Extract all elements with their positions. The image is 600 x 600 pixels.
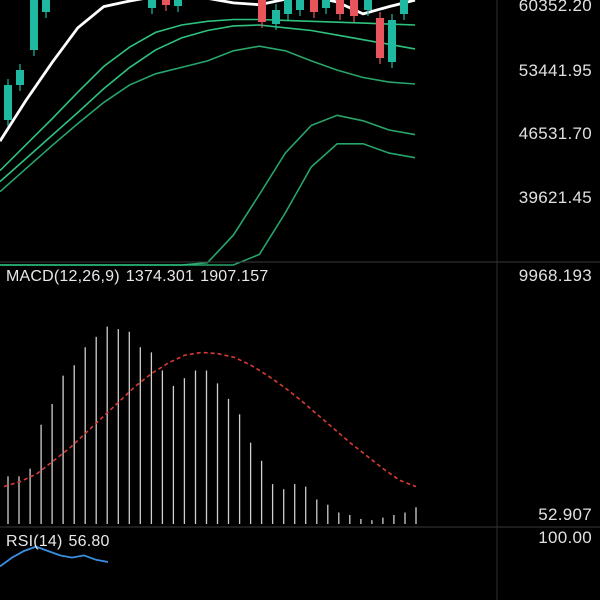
macd-signal-value: 1907.157 [200, 268, 269, 285]
price-band-line [0, 45, 416, 193]
candle-down [310, 0, 318, 12]
candle-up [4, 85, 12, 120]
candle-down [336, 0, 344, 14]
macd-signal-line [3, 351, 417, 488]
candle-up [364, 0, 372, 10]
macd-indicator-name: MACD(12,26,9) [6, 268, 120, 285]
price-ma-line [0, 0, 416, 142]
rsi-value: 56.80 [68, 533, 110, 550]
price-band-line [0, 18, 416, 172]
candle-up [272, 10, 280, 24]
candle-up [16, 70, 24, 85]
rsi-line [0, 545, 109, 568]
candle-up [30, 0, 38, 50]
candle-up [148, 0, 156, 8]
price-axis-label: 46531.70 [518, 124, 592, 143]
candle-down [350, 0, 358, 16]
macd-value: 1374.301 [125, 268, 195, 285]
price-candles [4, 0, 408, 126]
macd-axis-top: 9968.193 [518, 266, 592, 285]
candle-up [42, 0, 50, 12]
macd-histogram [7, 326, 417, 524]
macd-axis-bottom: 52.907 [538, 505, 592, 524]
candle-up [388, 20, 396, 62]
macd-panel-title: MACD(12,26,9) 1374.301 1907.157 [6, 268, 274, 286]
candle-up [296, 0, 304, 10]
price-moving-average-bands [0, 0, 416, 266]
candle-up [322, 0, 330, 8]
price-axis-label: 60352.20 [518, 0, 592, 15]
candle-down [162, 0, 170, 5]
price-axis-label: 53441.95 [518, 61, 592, 80]
price-band-line [0, 143, 416, 266]
rsi-indicator-name: RSI(14) [6, 533, 63, 550]
rsi-panel-title: RSI(14) 56.80 [6, 533, 116, 551]
candle-down [258, 0, 266, 22]
rsi-axis-top: 100.00 [538, 528, 592, 547]
candle-up [400, 0, 408, 14]
candle-down [376, 18, 384, 58]
price-axis-label: 39621.45 [518, 188, 592, 207]
price-band-line [0, 24, 416, 183]
candle-up [174, 0, 182, 6]
candle-up [284, 0, 292, 14]
